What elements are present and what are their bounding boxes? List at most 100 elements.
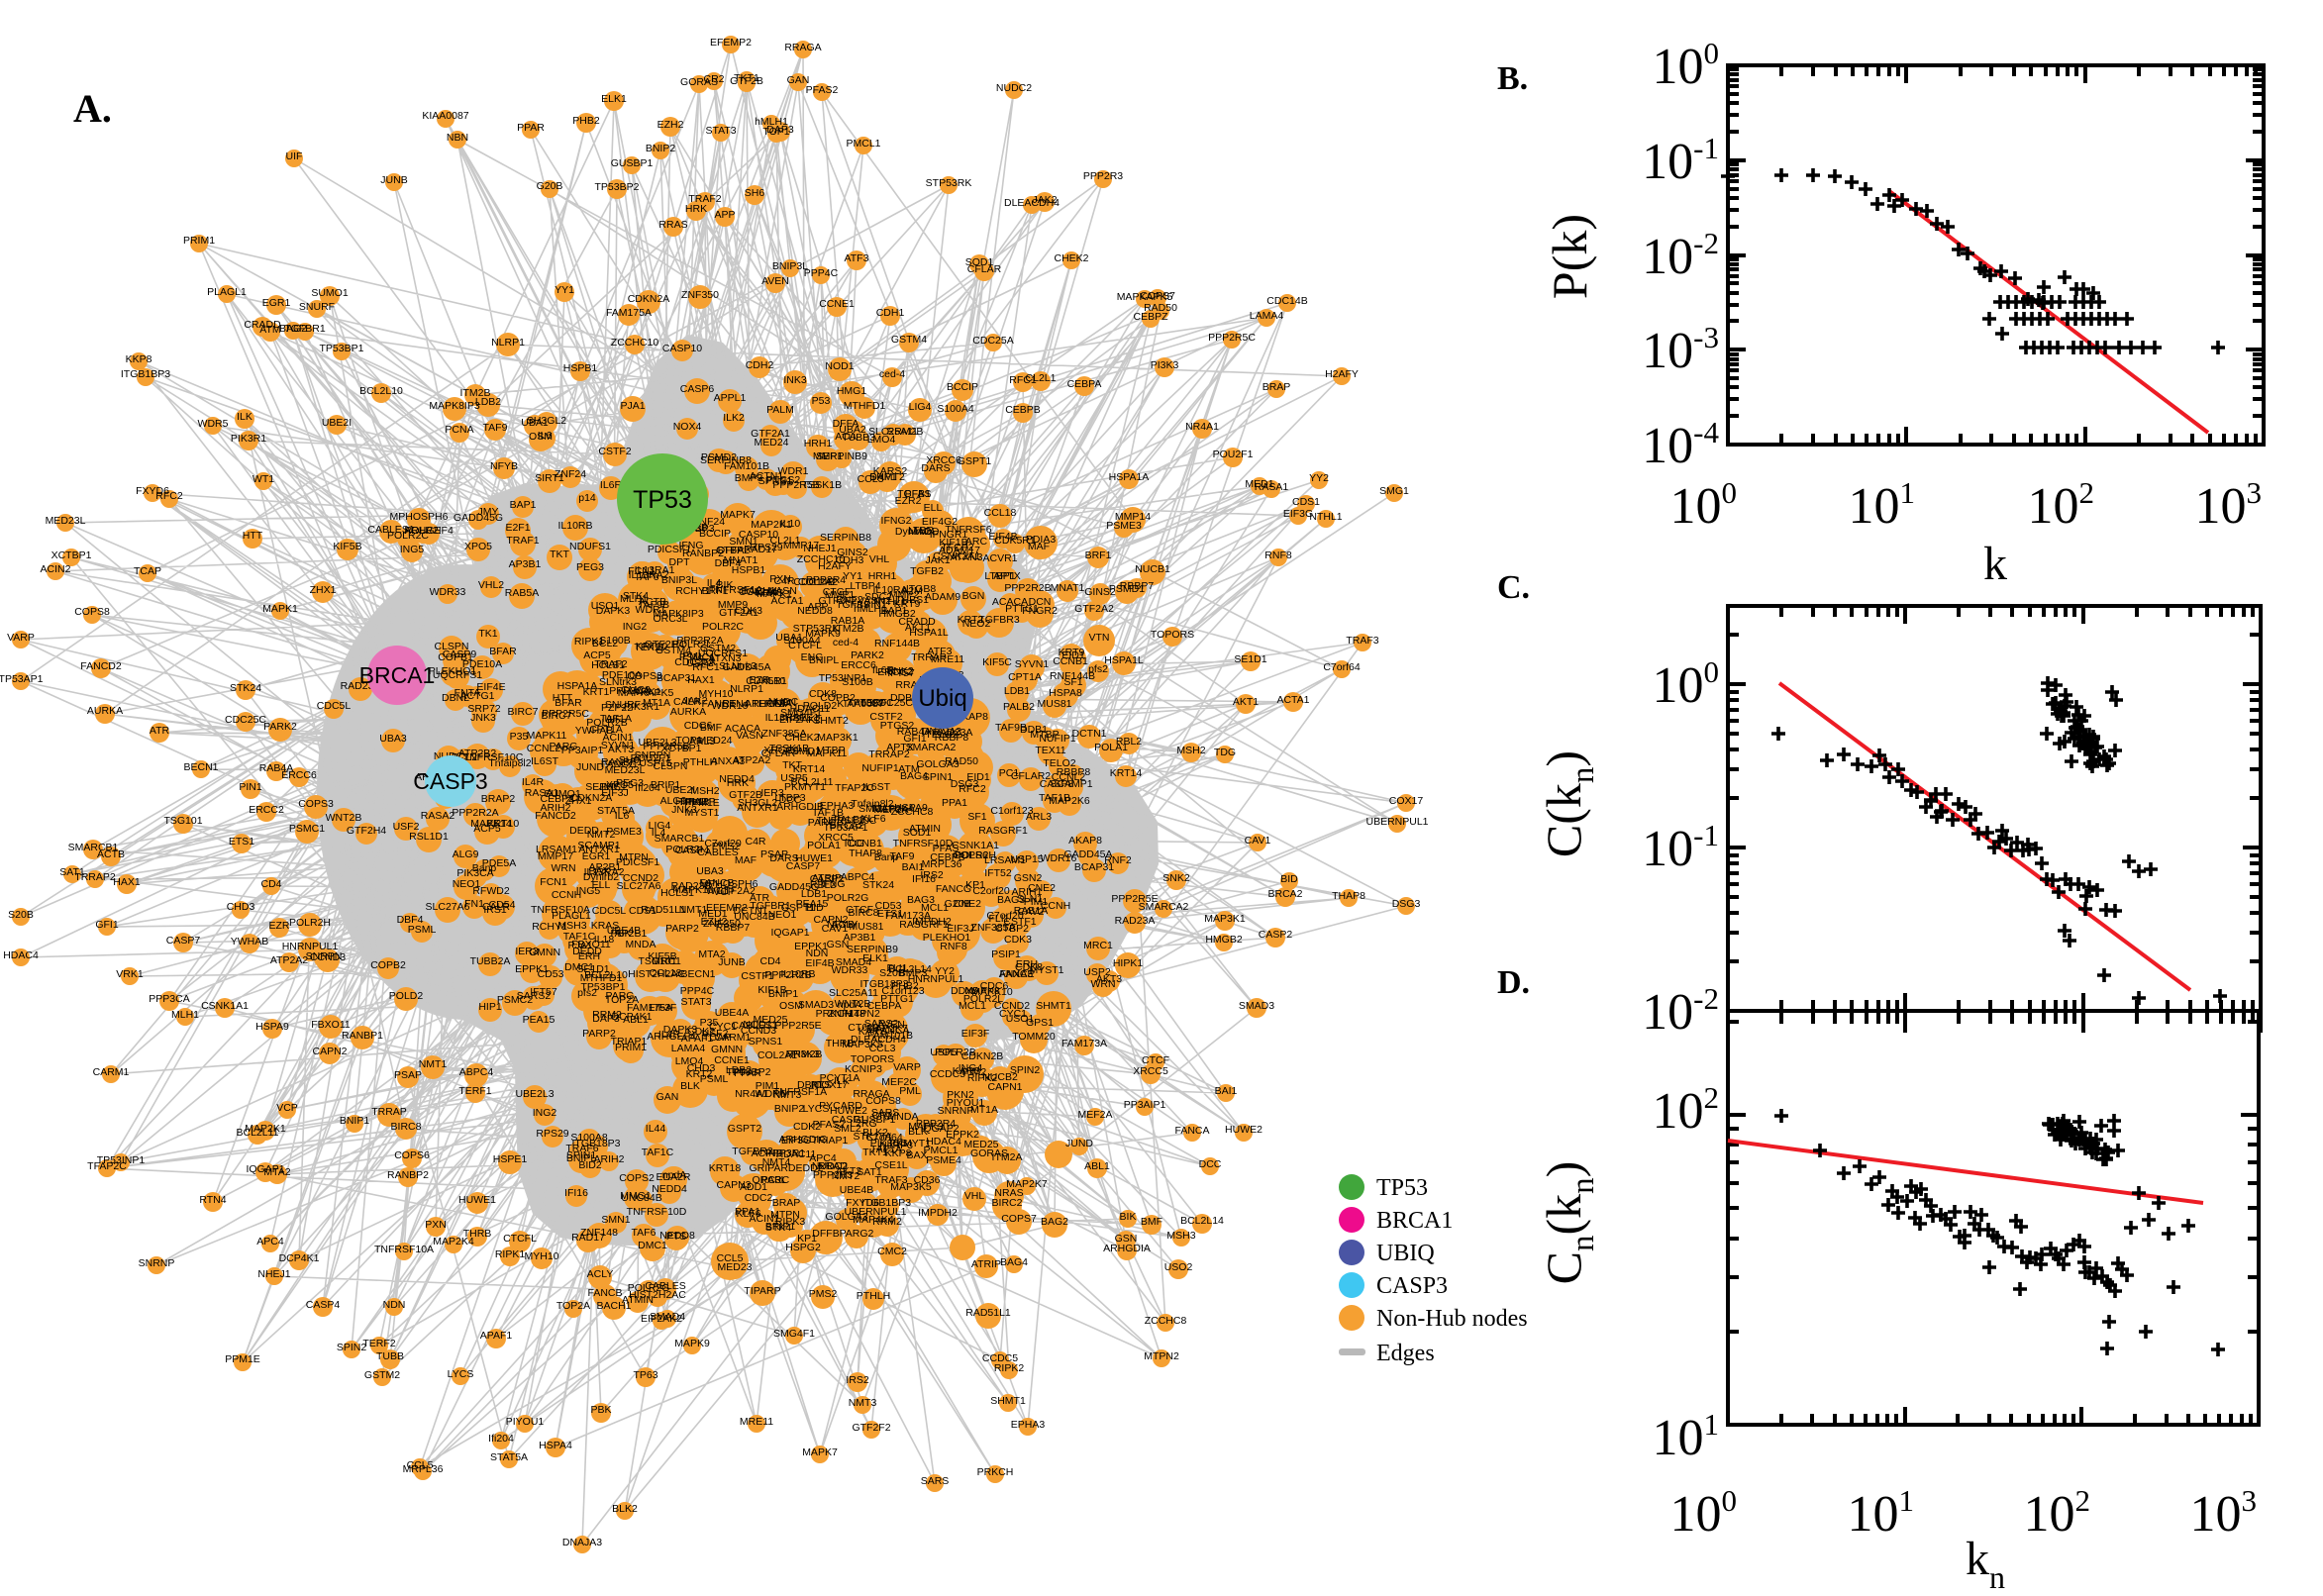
- svg-text:PIYOU1: PIYOU1: [506, 1416, 545, 1428]
- svg-text:VTN: VTN: [1089, 632, 1110, 644]
- svg-text:PMCL1: PMCL1: [846, 138, 880, 150]
- svg-text:TAF1C: TAF1C: [642, 1147, 674, 1158]
- svg-text:PPAR: PPAR: [734, 1067, 761, 1079]
- svg-text:WRN: WRN: [551, 862, 575, 874]
- svg-text:ANTXR1: ANTXR1: [578, 844, 620, 855]
- svg-text:TP53: TP53: [1376, 1175, 1428, 1201]
- svg-text:SE1D1: SE1D1: [1234, 653, 1266, 665]
- svg-text:IFNG: IFNG: [678, 540, 703, 551]
- svg-text:NTHL1: NTHL1: [1309, 511, 1342, 523]
- svg-text:UBA3: UBA3: [696, 865, 724, 877]
- svg-text:STAT3: STAT3: [680, 996, 711, 1008]
- svg-text:CEBPB: CEBPB: [1005, 404, 1041, 416]
- svg-text:CDH3: CDH3: [836, 554, 864, 566]
- svg-text:UNC84B: UNC84B: [621, 1192, 661, 1204]
- svg-text:ACLY: ACLY: [587, 1268, 614, 1280]
- svg-text:PALM: PALM: [766, 404, 794, 416]
- svg-text:CCNL2: CCNL2: [1052, 771, 1086, 783]
- svg-text:KIF1B: KIF1B: [939, 537, 967, 549]
- svg-text:HMGB2: HMGB2: [1205, 934, 1243, 946]
- svg-text:UBE4A: UBE4A: [715, 1007, 749, 1019]
- svg-text:CD4: CD4: [759, 955, 780, 967]
- svg-text:IL10RA: IL10RA: [872, 584, 907, 596]
- svg-text:MMP17: MMP17: [783, 540, 819, 551]
- svg-text:WNT2B: WNT2B: [326, 812, 362, 824]
- svg-text:ELK1: ELK1: [601, 93, 627, 105]
- svg-text:PFAS: PFAS: [905, 488, 932, 500]
- svg-text:BNIP1: BNIP1: [340, 1115, 370, 1127]
- svg-text:CSNK1A1: CSNK1A1: [201, 1000, 249, 1012]
- svg-text:DSG3: DSG3: [1392, 898, 1421, 910]
- svg-text:BCL2L10: BCL2L10: [584, 969, 628, 981]
- svg-text:PTHLH: PTHLH: [683, 756, 717, 768]
- svg-text:POLR2C: POLR2C: [702, 621, 744, 633]
- svg-text:TP53BP1: TP53BP1: [320, 343, 364, 354]
- svg-text:S20B: S20B: [8, 909, 34, 921]
- svg-text:RNF8: RNF8: [1264, 549, 1292, 561]
- svg-text:BAG3: BAG3: [997, 894, 1025, 906]
- svg-text:PSME3: PSME3: [606, 826, 642, 838]
- svg-text:C1orf123: C1orf123: [990, 805, 1033, 817]
- svg-text:EZR: EZR: [269, 920, 290, 932]
- svg-text:BRCA2: BRCA2: [1267, 888, 1302, 900]
- svg-text:HDAC11: HDAC11: [776, 1148, 817, 1160]
- svg-text:UBIQ: UBIQ: [1376, 1241, 1435, 1266]
- svg-text:RANBP2: RANBP2: [387, 1169, 429, 1181]
- svg-text:ING5: ING5: [400, 544, 425, 555]
- svg-text:RAB4A: RAB4A: [259, 762, 293, 774]
- svg-text:GTF2H4: GTF2H4: [645, 639, 684, 650]
- svg-text:MAP3K1: MAP3K1: [1204, 913, 1246, 925]
- svg-text:VHL: VHL: [869, 553, 890, 565]
- svg-text:SNRNP: SNRNP: [139, 1257, 175, 1269]
- svg-text:CARM1: CARM1: [93, 1066, 130, 1078]
- svg-text:MNAT1: MNAT1: [1051, 582, 1085, 594]
- svg-text:LRSAM1: LRSAM1: [536, 844, 577, 855]
- svg-text:XRCC5: XRCC5: [1133, 1065, 1168, 1077]
- svg-text:SMAD3: SMAD3: [1239, 1000, 1274, 1012]
- svg-text:CHD3: CHD3: [227, 901, 255, 913]
- svg-text:PDE10A: PDE10A: [462, 658, 502, 670]
- svg-text:Tnfaip8l2: Tnfaip8l2: [488, 757, 531, 769]
- svg-text:CCNL2: CCNL2: [527, 743, 561, 754]
- svg-text:CDH1: CDH1: [876, 307, 905, 319]
- svg-text:CPT1A: CPT1A: [1008, 671, 1042, 683]
- svg-text:ACTA1: ACTA1: [1276, 694, 1309, 706]
- svg-text:SAT1: SAT1: [59, 866, 85, 878]
- svg-text:P35: P35: [510, 731, 529, 743]
- svg-text:ACIN2: ACIN2: [41, 563, 71, 575]
- svg-text:G20B: G20B: [537, 180, 563, 192]
- svg-text:CCL5: CCL5: [407, 1459, 434, 1471]
- svg-text:ING2: ING2: [533, 1107, 557, 1119]
- svg-text:HCLS1: HCLS1: [591, 659, 625, 671]
- svg-text:CCL18: CCL18: [984, 507, 1017, 519]
- svg-text:KP1: KP1: [797, 1233, 817, 1245]
- svg-text:HTT: HTT: [553, 692, 573, 704]
- svg-text:TUBB: TUBB: [376, 1350, 404, 1362]
- svg-text:THAP8: THAP8: [1332, 890, 1365, 902]
- svg-text:TRRAP2: TRRAP2: [868, 748, 910, 760]
- svg-text:IFI16: IFI16: [564, 1187, 588, 1199]
- svg-text:JNK3: JNK3: [470, 712, 496, 724]
- svg-text:BRAP2: BRAP2: [481, 793, 516, 805]
- svg-text:TP53AP1: TP53AP1: [0, 673, 44, 685]
- svg-text:RIPK1: RIPK1: [495, 1248, 526, 1260]
- svg-text:BIRC7: BIRC7: [508, 706, 539, 718]
- svg-text:S100A4: S100A4: [937, 403, 974, 415]
- svg-text:BAG4: BAG4: [900, 770, 928, 782]
- svg-text:IL4R: IL4R: [522, 776, 545, 788]
- svg-text:AKT1: AKT1: [1233, 696, 1259, 708]
- svg-text:ITM2A: ITM2A: [992, 1151, 1023, 1163]
- svg-text:HMG1: HMG1: [837, 385, 866, 397]
- svg-text:UBE2I: UBE2I: [665, 784, 695, 796]
- svg-text:RRAS: RRAS: [658, 219, 687, 231]
- svg-text:ACTB: ACTB: [639, 596, 666, 608]
- svg-text:Dynlrb2: Dynlrb2: [895, 526, 931, 538]
- svg-text:TRRAP: TRRAP: [371, 1106, 407, 1118]
- svg-text:CTCF: CTCF: [846, 904, 873, 916]
- svg-text:UBA3: UBA3: [379, 733, 407, 745]
- svg-text:ALG9: ALG9: [453, 848, 479, 860]
- svg-text:NDUFS1: NDUFS1: [569, 541, 611, 552]
- svg-text:DNAJA3: DNAJA3: [562, 1537, 602, 1548]
- svg-text:HSPA1A: HSPA1A: [557, 680, 598, 692]
- svg-text:PIN1: PIN1: [239, 781, 262, 793]
